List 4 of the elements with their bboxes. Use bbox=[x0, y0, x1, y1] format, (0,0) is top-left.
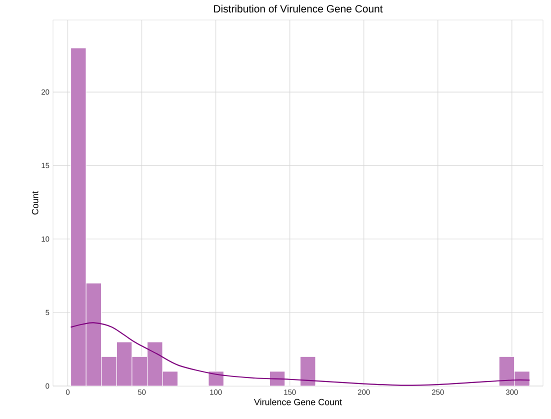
line-series bbox=[70, 322, 530, 386]
y-axis-title: Count bbox=[32, 191, 38, 215]
chart-title: Distribution of Virulence Gene Count bbox=[214, 4, 383, 12]
x-axis-title: Virulence Gene Count bbox=[254, 398, 342, 406]
